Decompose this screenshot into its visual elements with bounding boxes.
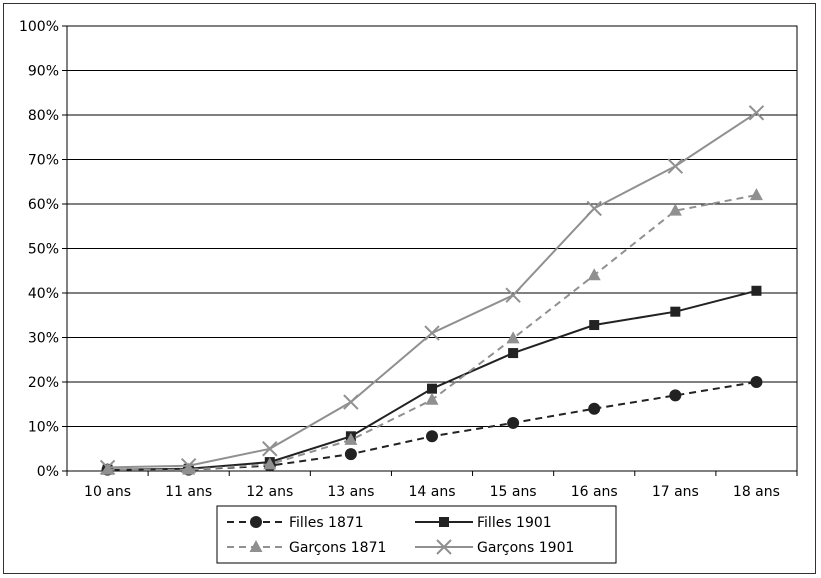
data-point	[344, 448, 357, 461]
x-tick-label: 17 ans	[652, 484, 699, 500]
series-layer	[99, 105, 765, 476]
data-point	[427, 383, 437, 394]
data-point	[588, 402, 601, 415]
series-line	[107, 289, 757, 471]
y-tick-label: 20%	[28, 375, 59, 391]
legend-label: Garçons 1901	[477, 540, 574, 556]
data-point	[263, 457, 277, 470]
data-point	[507, 416, 520, 429]
y-tick-label: 90%	[28, 64, 59, 80]
data-point	[506, 331, 520, 344]
legend-label: Filles 1901	[477, 515, 552, 531]
legend-box	[216, 505, 617, 564]
x-axis-ticks: 10 ans 11 ans 12 ans 13 ans 14 ans 15 ans 16 a…	[66, 471, 798, 500]
legend-marker	[436, 539, 452, 555]
data-point	[668, 203, 682, 216]
legend-label: Filles 1871	[289, 515, 364, 531]
y-tick-label: 40%	[28, 286, 59, 302]
data-point	[505, 287, 521, 303]
x-tick-label: 14 ans	[408, 484, 455, 500]
y-tick-label: 50%	[28, 242, 59, 258]
x-tick-label: 13 ans	[327, 484, 374, 500]
series-2	[102, 285, 762, 475]
data-point	[99, 459, 116, 476]
legend-item: Filles 1871	[227, 515, 364, 531]
y-tick-label: 30%	[28, 331, 59, 347]
y-tick-label: 70%	[28, 153, 59, 169]
data-point	[344, 432, 358, 445]
y-tick-label: 60%	[28, 197, 59, 213]
legend-item: Garçons 1871	[227, 540, 386, 556]
legend-marker	[249, 540, 263, 552]
y-tick-label: 0%	[37, 464, 59, 480]
x-tick-label: 11 ans	[165, 484, 212, 500]
data-point	[589, 320, 600, 331]
data-point	[424, 325, 440, 341]
x-tick-label: 16 ans	[571, 484, 618, 500]
y-tick-label: 100%	[19, 19, 59, 35]
data-point	[343, 394, 359, 410]
x-tick-label: 15 ans	[490, 484, 537, 500]
legend-item: Filles 1901	[415, 515, 552, 531]
data-point	[748, 105, 765, 121]
data-point	[180, 457, 197, 474]
plot-area-border	[66, 25, 798, 472]
data-point	[749, 188, 763, 201]
data-point	[667, 158, 684, 174]
y-tick-label: 80%	[28, 108, 59, 124]
y-axis-ticks: 0% 10% 20% 30% 40% 50% 60% 70% 80% 90% 100%	[19, 19, 67, 480]
legend-item: Garçons 1901	[415, 539, 574, 556]
data-point	[182, 462, 196, 475]
series-3	[101, 188, 763, 475]
legend-marker	[439, 517, 449, 527]
data-point	[751, 285, 762, 296]
data-point	[586, 200, 602, 217]
legend: Filles 1871 Filles 1901 Garçons 1871 Garçon…	[216, 505, 617, 564]
x-tick-label: 12 ans	[246, 484, 293, 500]
data-point	[425, 392, 439, 405]
data-point	[670, 306, 681, 317]
data-point	[669, 389, 682, 402]
data-point	[262, 441, 278, 457]
data-point	[508, 348, 519, 359]
x-tick-label: 18 ans	[733, 484, 780, 500]
data-point	[426, 430, 438, 443]
series-line	[107, 111, 757, 469]
series-4	[99, 105, 765, 476]
legend-label: Garçons 1871	[289, 540, 386, 556]
data-point	[750, 376, 763, 388]
legend-marker	[250, 516, 262, 528]
y-tick-label: 10%	[28, 420, 59, 436]
chart-frame	[3, 3, 816, 574]
x-tick-label: 10 ans	[84, 484, 131, 500]
data-point	[587, 268, 601, 281]
